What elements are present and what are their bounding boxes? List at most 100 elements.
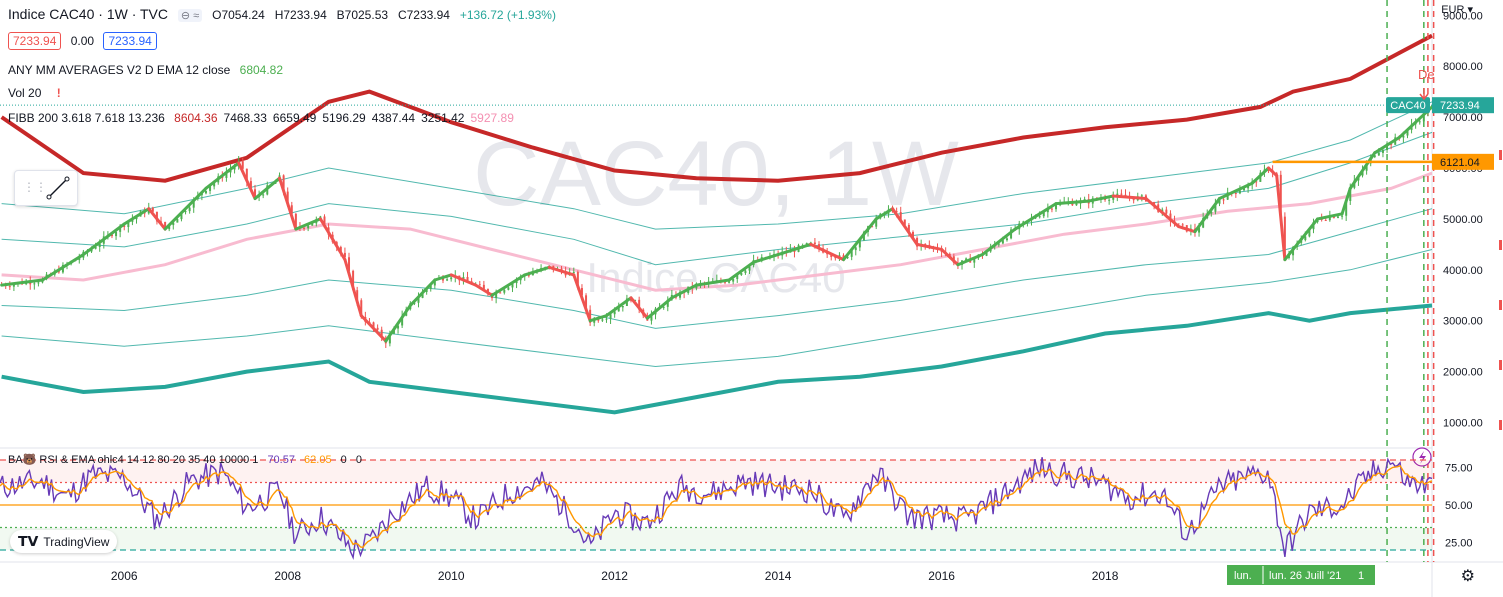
ema-segment-49 — [1250, 166, 1271, 185]
rsi-zero-2: 0 — [355, 454, 362, 466]
candle-body — [1042, 212, 1045, 217]
symbol-title[interactable]: Indice CAC40 · 1W · TVC — [8, 6, 169, 22]
rsi-value: 70.57 — [267, 454, 295, 466]
rsi-zero-1: 0 — [340, 454, 347, 466]
tradingview-logo[interactable]: 𝗧𝗩 TradingView — [10, 530, 118, 553]
candle-body — [1337, 216, 1340, 218]
ema-segment-8 — [253, 176, 282, 201]
fibb-legend[interactable]: FIBB 200 3.618 7.618 13.236 8604.36 7468.… — [8, 111, 526, 125]
ema-segment-41 — [1038, 202, 1058, 216]
fibb-label: FIBB 200 3.618 7.618 13.236 — [8, 111, 165, 125]
candle-body — [123, 225, 126, 228]
candle-body — [997, 243, 1000, 245]
ema-segment-2 — [81, 222, 126, 257]
candle-body — [282, 175, 285, 192]
candle-body — [482, 284, 485, 290]
candle-body — [323, 216, 326, 228]
ema-segment-11 — [318, 217, 347, 262]
candle-body — [1390, 144, 1393, 146]
candle-body — [1108, 199, 1111, 201]
ema-legend[interactable]: ANY MM AVERAGES V2 D EMA 12 close 6804.8… — [8, 63, 289, 77]
alert-marker-1[interactable] — [1499, 240, 1502, 250]
candle-body — [1234, 193, 1237, 195]
candle-body — [401, 315, 404, 326]
ema-segment-7 — [237, 161, 257, 201]
price-tick-1: 2000.00 — [1443, 367, 1483, 379]
time-tick-5: 2016 — [928, 569, 955, 583]
ema-segment-36 — [915, 242, 944, 251]
candle-body — [924, 243, 927, 245]
candle-body — [527, 275, 530, 277]
candle-body — [478, 284, 481, 286]
ema-segment-34 — [874, 207, 895, 221]
fibb-values: 8604.36 7468.33 6659.49 5196.29 4387.44 3251.… — [174, 111, 520, 125]
ema-segment-37 — [940, 247, 960, 267]
candle-body — [728, 281, 731, 283]
candle-body — [1214, 203, 1217, 212]
last-price-axis-label: 7233.94 — [1440, 100, 1480, 112]
ema-segment-45 — [1144, 197, 1181, 229]
candle-body — [115, 231, 118, 237]
sell-price-button[interactable]: 7233.94 — [8, 32, 62, 50]
currency-selector[interactable]: EUR ▾ — [1441, 4, 1473, 16]
price-tick-7: 8000.00 — [1443, 61, 1483, 73]
ohlc-open: O7054.24 — [212, 8, 265, 22]
candle-body — [360, 300, 363, 318]
candle-body — [1377, 152, 1380, 156]
candle-body — [1422, 112, 1425, 122]
candle-body — [895, 211, 898, 213]
candle-body — [1283, 216, 1286, 258]
candle-body — [352, 270, 355, 291]
candle-body — [209, 186, 212, 191]
buy-price-button[interactable]: 7233.94 — [103, 32, 157, 50]
ema-segment-33 — [842, 217, 878, 262]
alert-marker-2[interactable] — [1499, 300, 1502, 310]
drawing-toolbox[interactable]: ⋮⋮ — [14, 170, 78, 206]
candle-body — [911, 231, 914, 238]
last-price-tag-bg — [1386, 97, 1430, 114]
warning-icon[interactable]: ! — [56, 86, 61, 100]
alert-marker-0[interactable] — [1499, 150, 1502, 160]
candle-body — [254, 189, 257, 198]
fibb-value-1: 7468.33 — [223, 111, 267, 125]
candle-body — [33, 283, 36, 285]
drag-handle-icon[interactable]: ⋮⋮ — [23, 180, 47, 194]
ema-segment-42 — [1054, 199, 1091, 206]
ema-segment-28 — [694, 278, 731, 287]
candle-body — [813, 242, 816, 245]
candle-body — [1104, 199, 1107, 201]
candle-body — [507, 287, 510, 290]
ema-segment-14 — [384, 303, 412, 343]
candle-body — [736, 275, 739, 280]
candle-body — [429, 285, 432, 289]
candle-body — [151, 207, 154, 212]
candle-body — [1169, 213, 1172, 222]
alert-marker-3[interactable] — [1499, 360, 1502, 370]
ema-segment-46 — [1177, 225, 1197, 234]
ema-segment-40 — [1013, 212, 1042, 231]
rsi-legend[interactable]: BA🐻 RSI & EMA ohlc4 14 12 80 20 35 40 10… — [8, 453, 368, 466]
settings-gear-icon[interactable]: ⚙ — [1460, 568, 1475, 585]
fib-inner-band-3 — [1, 249, 1433, 368]
fibb-value-5: 3251.42 — [421, 111, 465, 125]
header-row: Indice CAC40 · 1W · TVC ⊖ ≈ O7054.24 H72… — [8, 6, 562, 22]
candle-body — [380, 329, 383, 338]
candle-body — [1140, 195, 1143, 197]
candle-body — [495, 292, 498, 298]
time-tick-1: 2008 — [274, 569, 301, 583]
trend-line-icon[interactable] — [43, 173, 73, 203]
price-tick-6: 7000.00 — [1443, 112, 1483, 124]
candle-body — [1345, 201, 1348, 216]
ema-segment-6 — [204, 161, 241, 190]
candle-body — [1165, 209, 1168, 214]
alert-marker-4[interactable] — [1499, 420, 1502, 430]
ema-segment-50 — [1267, 166, 1279, 178]
candle-body — [397, 325, 400, 329]
candle-body — [372, 322, 375, 328]
candle-body — [830, 254, 833, 257]
level-axis-label: 6121.04 — [1440, 157, 1480, 169]
candle-body — [290, 205, 293, 214]
vol-legend[interactable]: Vol 20 ! — [8, 86, 67, 100]
hide-indicator-pill[interactable]: ⊖ ≈ — [177, 9, 203, 22]
